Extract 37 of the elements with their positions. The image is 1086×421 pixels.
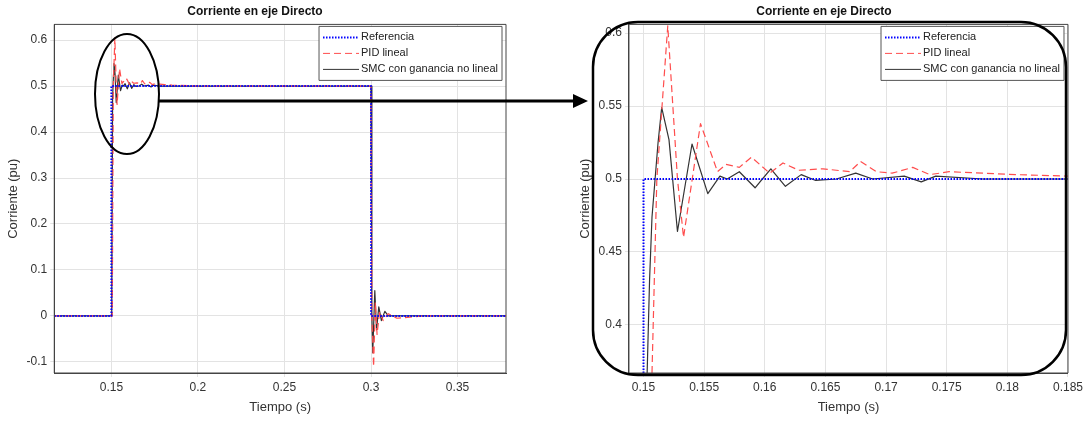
y-tick-label: 0.6 <box>30 32 48 47</box>
x-tick-label: 0.185 <box>1052 379 1084 394</box>
y-tick-label: 0.5 <box>30 78 48 93</box>
y-tick-label: 0.4 <box>30 124 48 139</box>
y-tick-label: 0.2 <box>30 216 48 231</box>
x-tick-label: 0.155 <box>689 379 720 394</box>
legend-label: PID lineal <box>361 46 409 59</box>
legend-label: SMC con ganancia no lineal <box>923 62 1060 75</box>
y-tick-label: -0.1 <box>26 354 48 369</box>
legend-label: Referencia <box>923 30 978 43</box>
y-tick-label: 0.45 <box>598 244 623 259</box>
x-tick-label: 0.35 <box>445 379 470 394</box>
x-tick-label: 0.175 <box>931 379 963 394</box>
x-tick-label: 0.165 <box>810 379 841 394</box>
x-tick-label: 0.15 <box>99 379 124 394</box>
legend-label: Referencia <box>361 30 416 43</box>
y-axis-title: Corriente (pu) <box>5 158 21 239</box>
x-tick-label: 0.16 <box>753 379 777 394</box>
y-tick-label: 0.1 <box>30 262 48 277</box>
y-tick-label: 0.5 <box>605 171 623 186</box>
y-tick-label: 0.55 <box>598 98 623 113</box>
x-axis-title: Tiempo (s) <box>249 398 311 414</box>
x-tick-label: 0.2 <box>189 379 207 394</box>
x-tick-label: 0.3 <box>362 379 380 394</box>
y-tick-label: 0.4 <box>605 317 623 332</box>
chart-title: Corriente en eje Directo <box>187 3 323 18</box>
x-tick-label: 0.17 <box>874 379 899 394</box>
y-axis-title: Corriente (pu) <box>577 158 593 239</box>
y-tick-label: 0 <box>40 308 48 323</box>
x-tick-label: 0.15 <box>631 379 656 394</box>
x-tick-label: 0.18 <box>995 379 1020 394</box>
legend-label: PID lineal <box>923 46 971 59</box>
chart-title: Corriente en eje Directo <box>756 3 892 18</box>
x-axis-title: Tiempo (s) <box>817 398 880 414</box>
legend-label: SMC con ganancia no lineal <box>361 62 499 75</box>
x-tick-label: 0.25 <box>272 379 297 394</box>
y-tick-label: 0.3 <box>30 170 48 185</box>
